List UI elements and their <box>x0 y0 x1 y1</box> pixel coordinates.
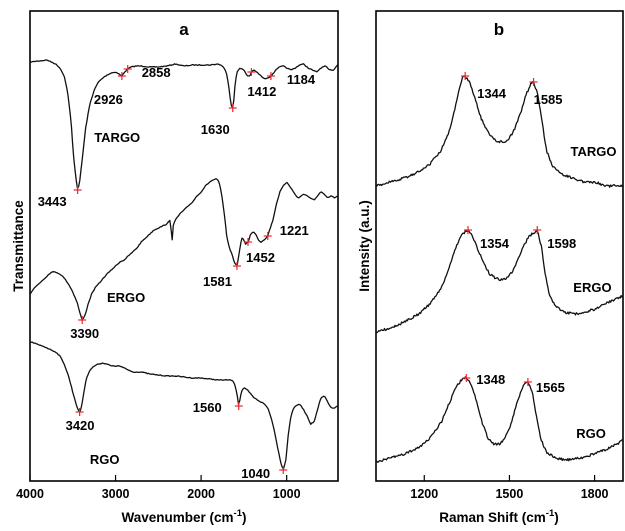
panel-a-letter: a <box>179 20 189 39</box>
panel-a-peak-marker <box>234 402 243 410</box>
panel-a-peak-marker <box>243 238 252 246</box>
panel-b-peak-marker <box>462 374 471 382</box>
panel-b-peak-marker <box>529 78 538 86</box>
panel-b-series-label-rgo: RGO <box>576 426 606 441</box>
panel-b-peak-label: 1354 <box>480 236 510 251</box>
panel-b-series-line-rgo <box>375 376 624 463</box>
panel-a-peak-label: 2926 <box>94 92 123 107</box>
panel-b-peak-marker <box>461 72 470 80</box>
panel-a-peak-label: 1581 <box>203 274 232 289</box>
panel-a-peak-label: 2858 <box>142 65 171 80</box>
panel-a-traces: TARGO 3443 2926 2858 1630 1412 1184 ERGO 3390 158… <box>29 59 339 481</box>
panel-a-peak-label: 1452 <box>246 250 275 265</box>
panel-a-x-tick-label: 3000 <box>102 487 130 501</box>
panel-a-peak-marker <box>123 65 132 73</box>
panel-a-peak-marker <box>228 104 237 112</box>
panel-b-peak-marker <box>463 226 472 234</box>
panel-b-raman: b TARGO 1344 1585 ERGO 1354 1598 RGO 1348 1565 1… <box>357 10 624 525</box>
panel-a-peak-marker <box>279 466 288 474</box>
panel-a-peak-label: 1630 <box>201 122 230 137</box>
panel-b-peak-label: 1344 <box>477 86 507 101</box>
panel-b-peak-label: 1585 <box>534 92 563 107</box>
panel-b-x-tick-label: 1500 <box>495 487 523 501</box>
panel-a-peak-label: 3390 <box>70 326 99 341</box>
panel-b-frame <box>375 10 624 482</box>
panel-b-x-tick-label: 1800 <box>581 487 609 501</box>
panel-a-peak-marker <box>75 408 84 416</box>
panel-a-ftir: a TARGO 3443 2926 2858 1630 1412 1184 ERGO 3390 1… <box>11 10 339 525</box>
panel-a-series-label-ergo: ERGO <box>107 290 145 305</box>
panel-b-y-axis-label: Intensity (a.u.) <box>357 200 372 292</box>
panel-b-ticks: 1200 1500 1800 <box>410 475 609 501</box>
panel-a-x-tick-label: 1000 <box>273 487 301 501</box>
panel-a-peak-marker <box>117 72 126 80</box>
panel-a-y-axis-label: Transmittance <box>11 200 26 292</box>
panel-b-series-label-targo: TARGO <box>571 144 617 159</box>
panel-b-peak-label: 1348 <box>476 372 505 387</box>
panel-a-peak-label: 3420 <box>66 418 95 433</box>
panel-a-peak-label: 1221 <box>280 223 309 238</box>
panel-a-peak-marker <box>78 316 87 324</box>
panel-a-peak-marker <box>266 72 275 80</box>
panel-a-peak-label: 1560 <box>193 400 222 415</box>
panel-a-series-line-ergo <box>29 178 339 321</box>
panel-b-peak-marker <box>523 378 532 386</box>
panel-a-peak-label: 1412 <box>247 84 276 99</box>
panel-b-series-line-ergo <box>375 230 624 334</box>
panel-b-series-line-targo <box>375 75 624 188</box>
panel-b-x-tick-label: 1200 <box>410 487 438 501</box>
panel-a-peak-label: 1040 <box>241 466 270 481</box>
panel-a-x-tick-label: 4000 <box>16 487 44 501</box>
panel-a-peak-label: 1184 <box>287 72 316 87</box>
panel-b-x-axis-label: Raman Shift (cm-1) <box>439 508 558 525</box>
panel-a-x-axis-label: Wavenumber (cm-1) <box>122 508 247 525</box>
panel-a-ticks: 4000 3000 2000 1000 <box>16 475 301 501</box>
panel-a-series-label-rgo: RGO <box>90 452 120 467</box>
panel-b-peak-label: 1598 <box>547 236 576 251</box>
panel-a-series-line-rgo <box>29 341 339 470</box>
panel-b-letter: b <box>494 20 504 39</box>
panel-a-frame <box>29 10 339 482</box>
panel-a-peak-label: 3443 <box>38 194 67 209</box>
panel-a-peak-marker <box>73 186 82 194</box>
panel-a-x-tick-label: 2000 <box>187 487 215 501</box>
panel-b-peak-marker <box>533 226 542 234</box>
panel-a-peak-marker <box>247 68 256 76</box>
panel-a-peak-marker <box>232 262 241 270</box>
panel-b-traces: TARGO 1344 1585 ERGO 1354 1598 RGO 1348 1565 <box>375 72 624 463</box>
panel-a-peak-marker <box>263 232 272 240</box>
panel-a-series-label-targo: TARGO <box>94 130 140 145</box>
panel-a-series-line-targo <box>29 59 339 189</box>
panel-b-series-label-ergo: ERGO <box>573 280 611 295</box>
panel-b-peak-label: 1565 <box>536 380 565 395</box>
